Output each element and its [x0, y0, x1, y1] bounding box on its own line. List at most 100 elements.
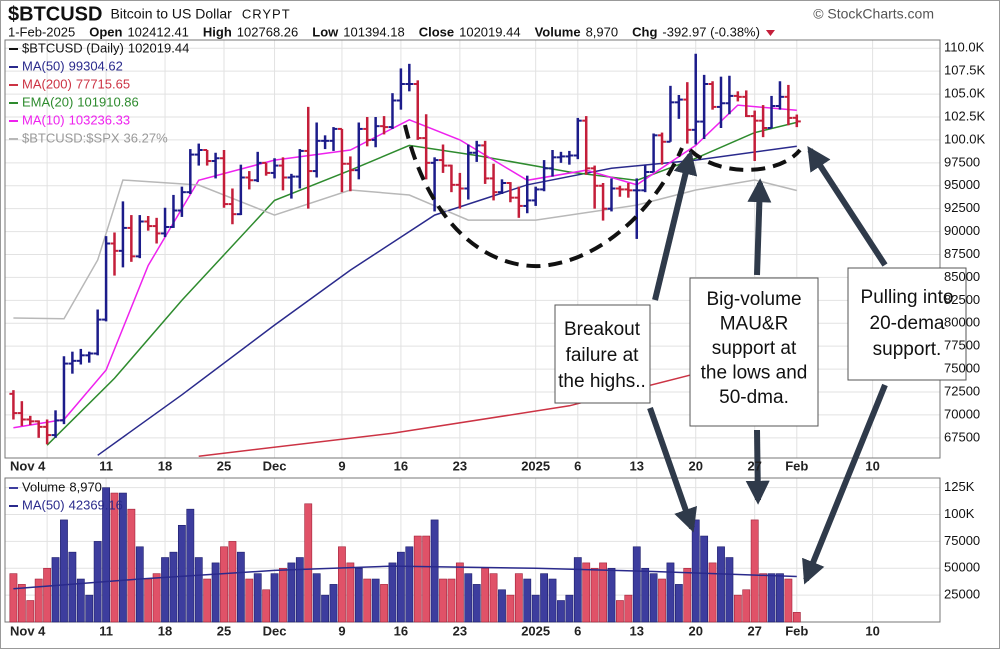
volume-bar: [717, 546, 725, 623]
annotation-box: [554, 304, 651, 404]
line-series: [13, 565, 797, 590]
annotation-text: the lows and: [701, 363, 808, 384]
volume-bar: [733, 594, 742, 623]
symbol: $BTCUSD: [8, 3, 102, 25]
y-tick-label: 80000: [944, 315, 980, 330]
x-tick-label: 10: [865, 458, 879, 473]
volume-bar: [405, 546, 414, 623]
y-tick-label: 50000: [944, 560, 980, 575]
volume-bar: [565, 594, 574, 623]
volume-bar: [312, 573, 321, 623]
volume-bar: [363, 578, 372, 623]
volume-bar: [329, 584, 338, 623]
volume-bar: [674, 584, 683, 623]
volume-bar: [161, 557, 169, 623]
header-text: 102019.44: [459, 24, 520, 39]
x-tick-label: 16: [394, 623, 408, 638]
x-tick-label: 27: [747, 458, 761, 473]
volume-bar: [691, 519, 700, 623]
volume-bar: [658, 578, 666, 623]
x-tick-label: 11: [99, 458, 113, 473]
price-panel: [4, 39, 941, 459]
legend-label: $BTCUSD (Daily): [22, 40, 124, 55]
volume-bar: [380, 584, 388, 623]
handle-curve: [688, 148, 802, 172]
volume-bar: [9, 573, 18, 623]
volume-bar: [481, 567, 490, 623]
header-text: Low: [312, 24, 339, 39]
annotation-text: 50-dma.: [719, 387, 789, 408]
x-tick-label: 23: [453, 458, 467, 473]
annotation-text: 20-dema: [870, 313, 945, 334]
volume-bar: [767, 573, 776, 623]
volume-bar: [262, 589, 271, 623]
volume-bar: [489, 573, 498, 623]
arrow: [747, 178, 772, 276]
annotation-text: Pulling into: [861, 287, 954, 308]
annotation-text: support.: [873, 339, 942, 360]
x-tick-label: Feb: [785, 623, 808, 638]
volume-bar: [523, 578, 532, 623]
y-tick-label: 75000: [944, 361, 980, 376]
header-text: High: [203, 24, 232, 39]
line-series: [97, 145, 797, 456]
volume-bar: [447, 578, 456, 623]
volume-bar: [51, 557, 60, 623]
annotation-shapes: [403, 124, 802, 269]
legend-value: 8,970: [69, 479, 102, 494]
marks: [9, 53, 801, 623]
legend-value: 102019.44: [128, 40, 189, 55]
header-text: 101394.18: [343, 24, 404, 39]
x-tick-label: 6: [574, 458, 581, 473]
y-tick-label: 25000: [944, 587, 980, 602]
x-tick-label: 9: [338, 623, 345, 638]
header-text: -392.97 (-0.38%): [662, 24, 760, 39]
volume-bar: [68, 551, 77, 623]
arrow: [807, 145, 888, 267]
volume-bar: [708, 562, 717, 623]
y-tick-label: 75000: [944, 533, 980, 548]
x-tick-label: 13: [630, 623, 644, 638]
x-tick-label: 20: [688, 623, 702, 638]
annotation-text: the highs..: [558, 371, 646, 392]
volume-bar: [649, 573, 658, 623]
volume-bar: [119, 492, 127, 623]
volume-bar: [666, 562, 675, 623]
volume-bar: [371, 578, 380, 623]
header-text: 1-Feb-2025: [8, 24, 75, 39]
header-text: Bitcoin to US Dollar: [110, 6, 232, 22]
volume-bar: [388, 562, 397, 623]
legend-label: MA(50): [22, 58, 65, 73]
annotation-box: [689, 277, 819, 427]
volume-bar: [304, 503, 313, 623]
volume-bar: [287, 562, 296, 623]
volume-bar: [194, 557, 203, 623]
x-tick-label: 2025: [521, 623, 550, 638]
y-tick-label: 125K: [944, 479, 975, 494]
annotations: Breakout failure at the highs.. Big-volume M…: [554, 267, 967, 427]
volume-bar: [17, 584, 26, 623]
y-tick-label: 67500: [944, 429, 980, 444]
volume-bar: [177, 524, 186, 623]
volume-bar: [641, 567, 650, 623]
legend-label: EMA(20): [22, 94, 73, 109]
volume-bar: [228, 541, 237, 623]
volume-bar: [422, 535, 431, 623]
x-tick-label: 27: [747, 623, 761, 638]
y-tick-label: 82500: [944, 292, 980, 307]
legend-label: MA(50): [22, 497, 65, 512]
volume-bar: [127, 508, 136, 623]
legend-label: Volume: [22, 479, 65, 494]
arrow: [802, 383, 888, 585]
x-tick-label: 11: [99, 623, 113, 638]
volume-bar: [110, 492, 119, 623]
y-tick-label: 72500: [944, 383, 980, 398]
volume-bar: [203, 578, 212, 623]
volume-bar: [26, 600, 35, 623]
volume-bar: [616, 600, 624, 623]
header-text: CRYPT: [242, 6, 291, 21]
volume-bar: [413, 535, 422, 623]
y-tick-label: 100K: [944, 506, 975, 521]
volume-bar: [211, 562, 220, 623]
